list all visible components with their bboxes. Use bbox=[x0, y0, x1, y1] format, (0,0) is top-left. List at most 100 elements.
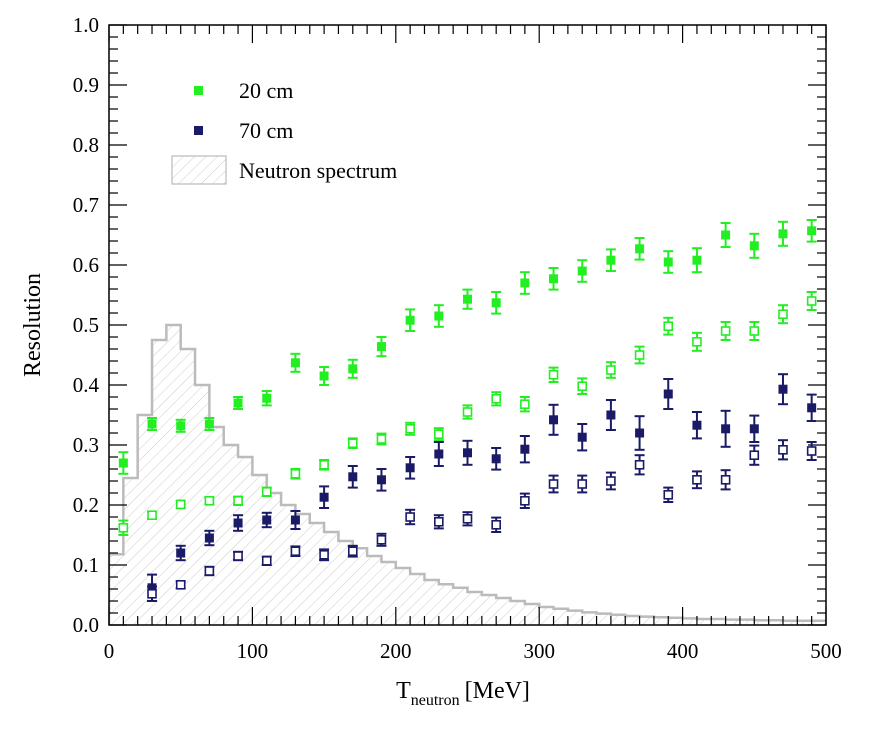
data-point-filled bbox=[491, 454, 501, 464]
data-point-filled bbox=[376, 342, 386, 352]
legend-label-20cm: 20 cm bbox=[239, 78, 293, 103]
data-point-filled bbox=[749, 424, 759, 434]
neutron-spectrum-histogram bbox=[109, 323, 826, 625]
data-point-filled bbox=[692, 420, 702, 430]
data-point-open bbox=[175, 499, 186, 510]
x-axis-title-unit: [MeV] bbox=[465, 678, 530, 704]
legend: 20 cm 70 cm Neutron spectrum bbox=[171, 78, 397, 185]
data-point-filled bbox=[549, 274, 559, 284]
data-point-open bbox=[290, 468, 301, 479]
data-point-filled bbox=[176, 421, 186, 431]
x-tick-label: 300 bbox=[523, 639, 555, 663]
data-point-filled bbox=[663, 257, 673, 267]
data-point-open bbox=[577, 479, 588, 489]
data-point-open bbox=[692, 336, 702, 347]
x-axis-title: Tneutron [MeV] bbox=[396, 678, 530, 709]
y-axis-title: Resolution bbox=[20, 273, 46, 377]
data-point-open bbox=[606, 476, 616, 486]
data-point-filled bbox=[147, 419, 157, 429]
y-tick-label: 0.8 bbox=[73, 133, 99, 157]
data-point-open bbox=[261, 555, 272, 566]
data-point-open bbox=[175, 579, 186, 590]
data-point-open bbox=[405, 512, 415, 522]
data-point-open bbox=[376, 534, 387, 545]
data-point-filled bbox=[520, 444, 530, 454]
data-point-filled bbox=[721, 424, 731, 434]
data-point-open bbox=[462, 513, 473, 524]
data-point-open bbox=[204, 566, 215, 576]
data-point-open bbox=[634, 459, 645, 470]
data-point-filled bbox=[463, 294, 472, 304]
data-point-open bbox=[548, 479, 559, 489]
data-point-open bbox=[749, 326, 760, 336]
data-point-filled bbox=[577, 266, 587, 276]
data-point-open bbox=[204, 495, 215, 506]
data-point-filled bbox=[635, 428, 645, 438]
x-tick-label: 400 bbox=[667, 639, 699, 663]
y-tick-label: 0.2 bbox=[73, 493, 99, 517]
data-point-open bbox=[577, 381, 588, 392]
data-point-open bbox=[663, 489, 674, 500]
data-point-open bbox=[491, 519, 501, 530]
data-point-open bbox=[749, 450, 760, 461]
data-point-open bbox=[405, 423, 415, 434]
data-point-open bbox=[778, 444, 788, 455]
data-point-open bbox=[319, 459, 329, 470]
x-axis-title-main: T bbox=[396, 678, 411, 704]
y-tick-label: 0.4 bbox=[73, 373, 100, 397]
data-point-open bbox=[720, 326, 731, 336]
data-point-filled bbox=[118, 458, 128, 468]
data-point-filled bbox=[319, 371, 329, 381]
data-point-open bbox=[491, 393, 501, 404]
axis-ticks bbox=[108, 24, 827, 626]
data-point-open bbox=[606, 365, 616, 375]
data-point-filled bbox=[491, 298, 501, 308]
data-point-open bbox=[347, 546, 358, 557]
data-point-open bbox=[147, 510, 157, 521]
spectrum-fill bbox=[109, 325, 826, 625]
data-point-open bbox=[520, 399, 530, 410]
legend-marker-spectrum bbox=[171, 155, 227, 185]
data-point-filled bbox=[233, 398, 243, 408]
legend-marker-20cm bbox=[194, 86, 203, 95]
data-point-filled bbox=[778, 384, 788, 394]
data-point-filled bbox=[233, 518, 243, 528]
y-tick-label: 0.0 bbox=[73, 613, 99, 637]
data-point-open bbox=[778, 309, 788, 320]
data-point-open bbox=[692, 474, 702, 485]
data-point-open bbox=[319, 549, 329, 560]
y-tick-label: 0.1 bbox=[73, 553, 99, 577]
data-point-filled bbox=[807, 403, 817, 413]
data-point-filled bbox=[290, 358, 300, 368]
data-point-open bbox=[806, 296, 817, 306]
data-point-filled bbox=[204, 533, 214, 543]
y-tick-label: 0.6 bbox=[73, 253, 99, 277]
data-point-open bbox=[118, 522, 129, 533]
data-point-open bbox=[663, 321, 674, 332]
y-tick-label: 1.0 bbox=[73, 13, 99, 37]
data-point-filled bbox=[262, 393, 272, 403]
data-point-filled bbox=[262, 515, 272, 525]
x-tick-label: 200 bbox=[380, 639, 412, 663]
data-point-open bbox=[347, 438, 358, 449]
data-point-open bbox=[434, 429, 444, 440]
legend-label-spectrum: Neutron spectrum bbox=[239, 158, 397, 183]
y-tick-labels: 0.0 0.1 0.2 0.3 0.4 0.5 0.6 0.7 0.8 0.9 1.0 bbox=[73, 13, 100, 637]
data-point-open bbox=[233, 495, 243, 506]
data-point-filled bbox=[549, 415, 559, 425]
data-point-open bbox=[147, 588, 157, 599]
data-point-filled bbox=[405, 463, 415, 473]
data-point-filled bbox=[692, 255, 702, 265]
y-tick-label: 0.3 bbox=[73, 433, 99, 457]
data-point-filled bbox=[405, 315, 415, 325]
data-point-open bbox=[290, 546, 301, 557]
data-point-filled bbox=[663, 389, 673, 399]
x-tick-labels: 0 100 200 300 400 500 bbox=[104, 639, 842, 663]
y-tick-label: 0.9 bbox=[73, 73, 99, 97]
data-point-filled bbox=[520, 278, 530, 288]
y-tick-label: 0.5 bbox=[73, 313, 99, 337]
x-tick-label: 100 bbox=[237, 639, 269, 663]
data-point-filled bbox=[348, 472, 358, 482]
data-point-filled bbox=[376, 475, 386, 485]
